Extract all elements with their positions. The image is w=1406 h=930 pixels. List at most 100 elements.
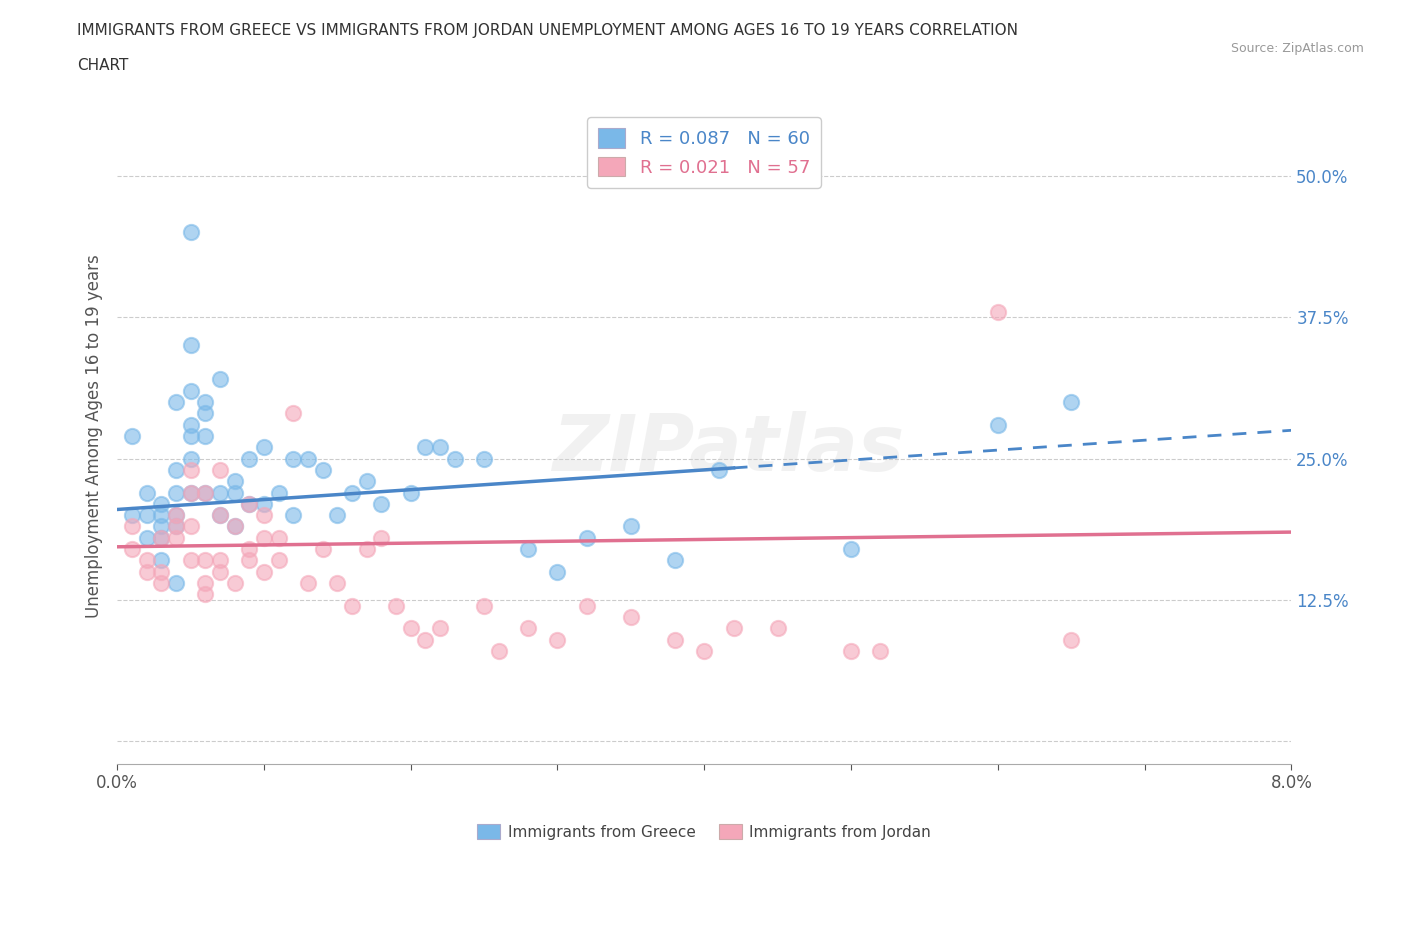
Point	[297, 576, 319, 591]
Point	[150, 508, 173, 523]
Point	[150, 530, 173, 545]
Point	[135, 530, 157, 545]
Point	[208, 508, 231, 523]
Point	[180, 519, 202, 534]
Point	[180, 383, 202, 398]
Point	[283, 405, 305, 420]
Point	[194, 405, 217, 420]
Point	[194, 553, 217, 568]
Point	[664, 632, 686, 647]
Point	[224, 519, 246, 534]
Point	[135, 485, 157, 500]
Point	[165, 519, 187, 534]
Point	[150, 519, 173, 534]
Point	[238, 497, 260, 512]
Point	[340, 485, 363, 500]
Point	[517, 621, 540, 636]
Point	[165, 508, 187, 523]
Point	[399, 485, 422, 500]
Point	[415, 632, 437, 647]
Point	[370, 530, 392, 545]
Legend: Immigrants from Greece, Immigrants from Jordan: Immigrants from Greece, Immigrants from …	[471, 817, 938, 845]
Point	[283, 508, 305, 523]
Point	[253, 508, 276, 523]
Point	[356, 541, 378, 556]
Point	[1060, 394, 1083, 409]
Point	[121, 508, 143, 523]
Point	[180, 485, 202, 500]
Point	[208, 485, 231, 500]
Point	[165, 519, 187, 534]
Point	[208, 553, 231, 568]
Point	[180, 225, 202, 240]
Point	[224, 485, 246, 500]
Point	[238, 451, 260, 466]
Point	[208, 462, 231, 477]
Point	[267, 553, 290, 568]
Point	[194, 394, 217, 409]
Point	[311, 541, 333, 556]
Point	[253, 530, 276, 545]
Point	[180, 553, 202, 568]
Point	[575, 530, 598, 545]
Point	[180, 418, 202, 432]
Point	[135, 508, 157, 523]
Point	[150, 576, 173, 591]
Point	[238, 541, 260, 556]
Point	[165, 485, 187, 500]
Text: IMMIGRANTS FROM GREECE VS IMMIGRANTS FROM JORDAN UNEMPLOYMENT AMONG AGES 16 TO 1: IMMIGRANTS FROM GREECE VS IMMIGRANTS FRO…	[77, 23, 1018, 38]
Point	[693, 644, 716, 658]
Point	[385, 598, 408, 613]
Y-axis label: Unemployment Among Ages 16 to 19 years: Unemployment Among Ages 16 to 19 years	[86, 254, 103, 618]
Point	[194, 576, 217, 591]
Point	[194, 429, 217, 444]
Point	[150, 565, 173, 579]
Point	[165, 462, 187, 477]
Point	[165, 530, 187, 545]
Point	[267, 485, 290, 500]
Point	[429, 440, 451, 455]
Point	[340, 598, 363, 613]
Point	[121, 519, 143, 534]
Point	[429, 621, 451, 636]
Text: ZIPatlas: ZIPatlas	[551, 411, 904, 487]
Point	[238, 497, 260, 512]
Point	[443, 451, 465, 466]
Point	[135, 565, 157, 579]
Point	[620, 609, 643, 624]
Point	[253, 497, 276, 512]
Text: Source: ZipAtlas.com: Source: ZipAtlas.com	[1230, 42, 1364, 55]
Point	[356, 473, 378, 488]
Point	[723, 621, 745, 636]
Point	[326, 508, 349, 523]
Point	[517, 541, 540, 556]
Point	[472, 598, 495, 613]
Point	[208, 508, 231, 523]
Point	[224, 519, 246, 534]
Point	[253, 565, 276, 579]
Point	[472, 451, 495, 466]
Point	[224, 473, 246, 488]
Point	[1060, 632, 1083, 647]
Point	[326, 576, 349, 591]
Point	[766, 621, 789, 636]
Point	[297, 451, 319, 466]
Point	[267, 530, 290, 545]
Point	[121, 541, 143, 556]
Point	[253, 440, 276, 455]
Point	[370, 497, 392, 512]
Point	[707, 462, 730, 477]
Point	[194, 485, 217, 500]
Point	[987, 304, 1010, 319]
Point	[664, 553, 686, 568]
Point	[180, 429, 202, 444]
Point	[399, 621, 422, 636]
Point	[415, 440, 437, 455]
Point	[224, 576, 246, 591]
Point	[165, 508, 187, 523]
Point	[311, 462, 333, 477]
Point	[547, 632, 569, 647]
Point	[547, 565, 569, 579]
Point	[165, 576, 187, 591]
Point	[180, 462, 202, 477]
